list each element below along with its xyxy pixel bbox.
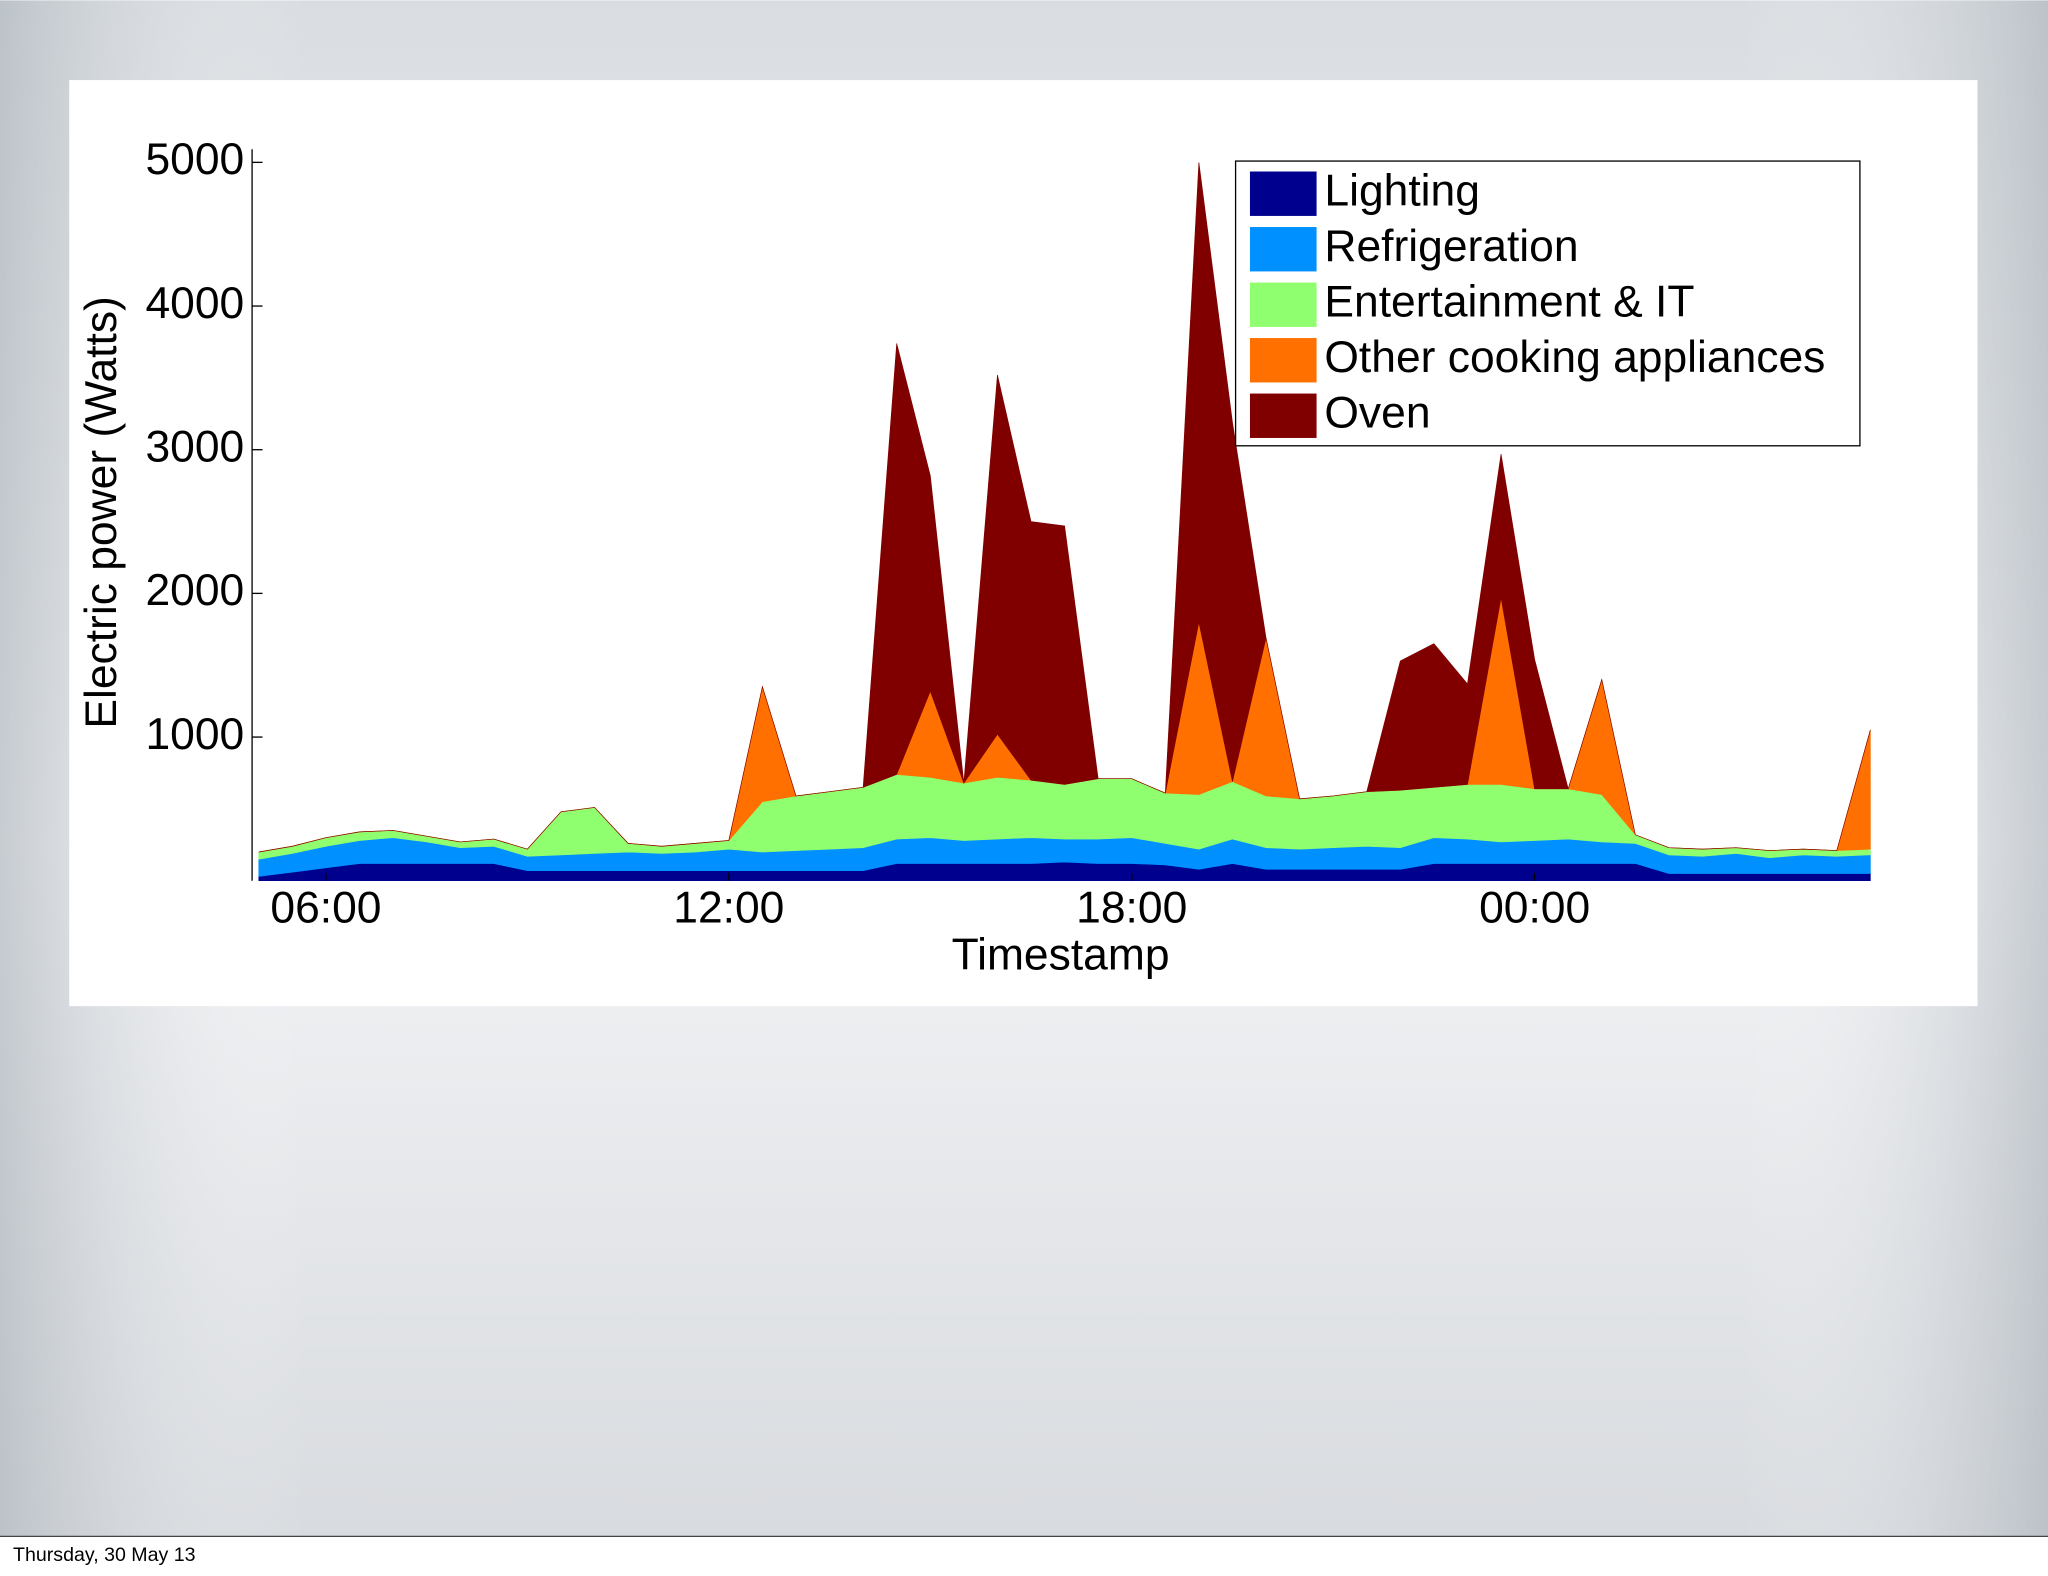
plot-area: 1000 2000 3000 4000 5000 06:00 12:00 18:00 00:00… — [145, 135, 1871, 933]
legend-label: Other cooking appliances — [1324, 333, 1825, 382]
legend-swatch — [1249, 282, 1317, 327]
legend-swatch — [1249, 338, 1317, 383]
legend-label: Entertainment & IT — [1324, 277, 1694, 326]
x-tick-label: 06:00 — [270, 884, 381, 933]
footer-date: Thursday, 30 May 13 — [13, 1544, 196, 1566]
y-tick-label: 1000 — [145, 710, 244, 759]
y-tick-label: 4000 — [145, 279, 244, 328]
legend-box — [1234, 160, 1861, 447]
y-tick-label: 5000 — [145, 135, 244, 184]
x-tick-label: 12:00 — [673, 884, 784, 933]
legend-swatch — [1249, 171, 1317, 216]
y-axis-label: Electric power (Watts) — [77, 296, 126, 728]
legend-label: Lighting — [1324, 166, 1480, 215]
legend-label: Oven — [1324, 388, 1430, 437]
area — [258, 162, 1871, 853]
x-tick-label: 18:00 — [1076, 884, 1187, 933]
y-tick-label: 2000 — [145, 566, 244, 615]
legend-swatch — [1249, 393, 1317, 438]
footer-bar — [0, 1536, 2048, 1576]
x-tick-label: 00:00 — [1479, 884, 1590, 933]
legend: Lighting Refrigeration Entertainment & IT O… — [1234, 160, 1861, 447]
legend-swatch — [1249, 227, 1317, 272]
x-axis-label: Timestamp — [952, 931, 1170, 980]
y-tick-label: 3000 — [145, 422, 244, 471]
legend-label: Refrigeration — [1324, 222, 1578, 271]
